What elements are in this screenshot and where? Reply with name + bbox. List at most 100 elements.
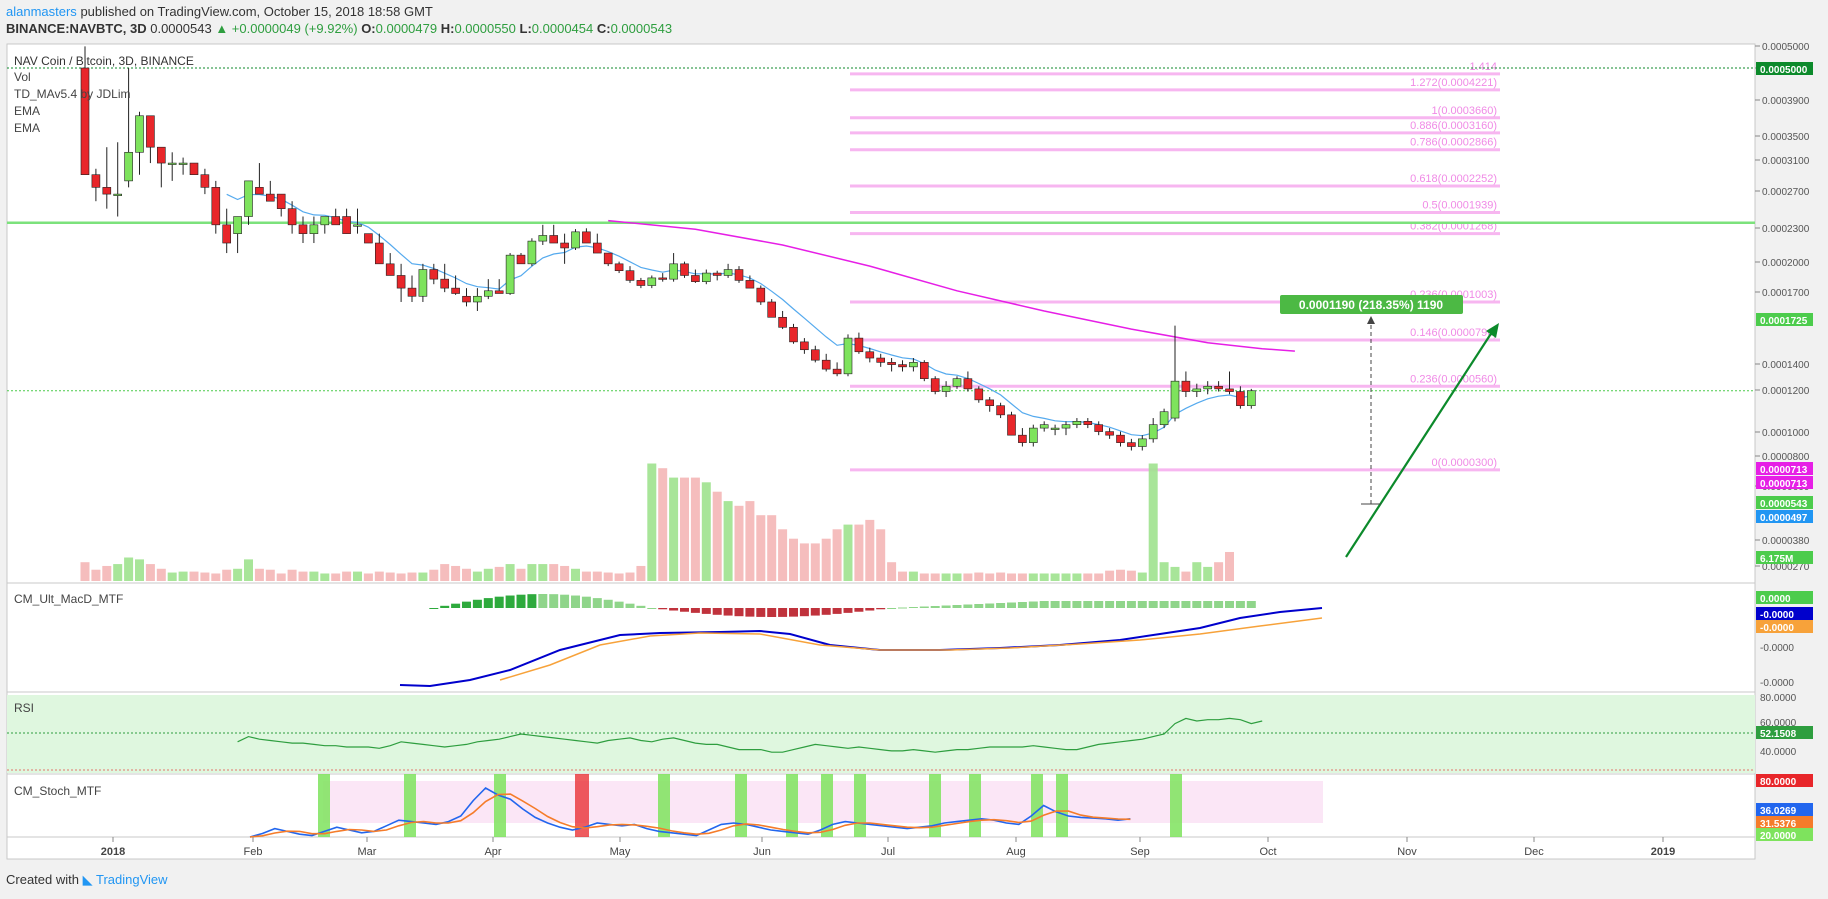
macd-bar (832, 608, 842, 614)
candle (1247, 388, 1256, 409)
macd-bar (1192, 601, 1202, 608)
y-tick-label: 0.0002300 (1762, 224, 1810, 235)
macd-tag-box (1756, 620, 1813, 633)
macd-bar (614, 601, 624, 608)
candle-body (1072, 421, 1082, 425)
change: ▲ +0.0000049 (+9.92%) (215, 21, 358, 36)
macd-bar (854, 608, 864, 612)
volume-bar (309, 571, 319, 581)
macd-bar (1225, 601, 1234, 608)
candle (745, 275, 755, 289)
x-tick-label: Dec (1524, 846, 1544, 858)
candle-body (385, 263, 395, 276)
candle-body (353, 224, 362, 227)
macd-bar (1159, 601, 1169, 608)
volume-bar (462, 568, 471, 581)
volume-bar (91, 569, 101, 581)
price-tag-text: 0.0000713 (1760, 465, 1808, 476)
candle (865, 347, 875, 363)
macd-bar (1246, 601, 1256, 608)
candle-body (418, 269, 428, 297)
candle-body (233, 216, 242, 234)
macd-bar (494, 596, 504, 608)
stoch-cross (575, 774, 589, 837)
x-tick-label: Sep (1130, 846, 1150, 858)
candle-body (407, 287, 417, 297)
candle (680, 261, 689, 278)
candle-body (331, 216, 341, 226)
volume-bar (211, 573, 221, 581)
candle-body (625, 270, 635, 281)
stoch-cross (1031, 774, 1043, 837)
candle-body (1203, 385, 1212, 390)
volume-bar (113, 564, 123, 581)
price-tag-box (1756, 313, 1813, 326)
macd-bar (843, 608, 853, 613)
candle-body (854, 337, 864, 353)
macd-histogram (429, 594, 1256, 617)
volume-bar (789, 538, 798, 581)
candle (1018, 428, 1027, 447)
open-label: O: (361, 21, 376, 36)
fib-label: 1(0.0003660) (1432, 105, 1497, 117)
volume-bar (287, 569, 297, 581)
candle-body (832, 368, 842, 375)
candle (658, 273, 668, 282)
chart-title: NAV Coin / Bitcoin, 3D, BINANCE (14, 54, 194, 68)
candle-body (255, 187, 264, 195)
candle (592, 233, 602, 254)
stoch-cross (929, 774, 941, 837)
volume-bar (1061, 573, 1071, 581)
candle (211, 180, 221, 234)
candle-body (560, 242, 569, 249)
candle-body (1247, 390, 1256, 406)
candle-body (691, 275, 700, 282)
stoch-title: CM_Stoch_MTF (14, 784, 101, 798)
candle (712, 270, 722, 281)
candle-body (342, 216, 351, 234)
candle-body (211, 187, 221, 226)
candle (1236, 386, 1245, 409)
macd-bar (887, 608, 897, 609)
tradingview-logo-icon[interactable]: ◣ (82, 872, 93, 887)
candle-body (1039, 424, 1049, 429)
last-price: 0.0000543 (150, 21, 212, 36)
stoch-tag-box (1756, 803, 1813, 816)
volume-bar (821, 538, 831, 581)
volume-bar (701, 482, 711, 581)
candle-body (1127, 442, 1136, 447)
time-axis[interactable]: 2018 Feb Mar Apr May Jun Jul Aug Sep Oct Nov Dec 201… (101, 837, 1675, 858)
x-tick-label: Aug (1006, 846, 1026, 858)
fib-label: 0.5(0.0001939) (1422, 200, 1497, 212)
candle-body (505, 254, 515, 294)
stoch-cross (969, 774, 981, 837)
volume-bar (167, 572, 177, 581)
author-link[interactable]: alanmasters (6, 4, 77, 19)
volume-bar (156, 568, 166, 581)
candle-body (1214, 385, 1223, 390)
candle (734, 266, 744, 283)
candle (462, 288, 471, 307)
candle (1181, 371, 1191, 398)
macd-bar (527, 594, 537, 608)
candle (996, 402, 1005, 419)
y-tick-label: 0.0001000 (1762, 428, 1810, 439)
price-axis[interactable]: 0.00050000.00045000.00039000.00035000.00… (1755, 42, 1810, 573)
candle-body (821, 359, 831, 370)
candle (200, 168, 210, 195)
volume-bar (363, 573, 373, 581)
macd-bar (538, 594, 548, 608)
tradingview-link[interactable]: TradingView (96, 872, 168, 887)
y-tick-label: 0.0002700 (1762, 187, 1810, 198)
volume-bar (1050, 573, 1060, 581)
candle-body (887, 362, 896, 365)
stoch-d-line (249, 793, 1131, 838)
x-tick-label: Oct (1259, 846, 1276, 858)
candle-body (167, 162, 177, 165)
volume-bar (810, 543, 820, 581)
x-tick-label: Nov (1397, 846, 1417, 858)
candle-body (462, 295, 471, 303)
candle (80, 46, 90, 176)
candle (167, 152, 177, 181)
